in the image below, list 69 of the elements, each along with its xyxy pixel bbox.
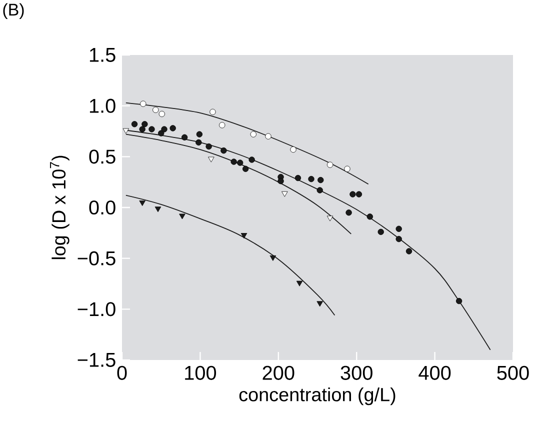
y-tick-label: 0.0 (89, 200, 116, 215)
point (220, 147, 227, 154)
point (219, 122, 226, 128)
point (237, 160, 244, 166)
point (265, 133, 272, 140)
point (140, 100, 146, 107)
point (316, 301, 323, 307)
point (344, 166, 350, 172)
point (308, 176, 314, 182)
point (230, 158, 237, 165)
x-tick-label: 100 (185, 366, 216, 380)
point (248, 156, 255, 163)
point (131, 121, 138, 128)
y-tick-label: 1.5 (90, 48, 116, 62)
point (148, 126, 155, 132)
point (378, 228, 384, 235)
point (161, 126, 168, 132)
point (158, 110, 165, 118)
point (242, 166, 249, 172)
point (296, 280, 303, 286)
x-tick-label: 300 (340, 366, 372, 380)
point (346, 209, 352, 216)
point (240, 233, 248, 239)
point (181, 134, 188, 140)
y-tick-label: −1.5 (78, 353, 116, 367)
point (278, 178, 284, 184)
point (270, 255, 276, 261)
point (154, 206, 162, 212)
point (196, 131, 203, 138)
point (142, 121, 148, 128)
point (294, 174, 302, 182)
y-tick-label: 0.5 (89, 150, 116, 164)
point (122, 128, 130, 134)
point (318, 176, 324, 184)
point (179, 214, 186, 220)
point (210, 108, 216, 116)
line-series (125, 194, 336, 316)
point (326, 162, 334, 168)
point (456, 298, 462, 304)
x-tick-label: 200 (262, 366, 294, 380)
point (250, 131, 256, 138)
point (396, 236, 402, 242)
point (356, 191, 362, 198)
point (196, 139, 202, 146)
point (366, 214, 373, 220)
line-series (125, 102, 369, 185)
point (316, 187, 323, 194)
x-axis-title: concentration (g/L) (239, 387, 396, 406)
point (350, 191, 356, 198)
y-axis-title: log (D x 10$^{7}$) (50, 156, 70, 260)
y-tick-label: −0.5 (78, 251, 116, 266)
point (139, 200, 146, 206)
chart-title: (B) (3, 3, 24, 19)
point (326, 216, 334, 222)
y-tick-label: −1.0 (78, 302, 116, 316)
y-tick-label: 1.0 (90, 98, 116, 113)
point (152, 106, 159, 113)
x-tick-label: 500 (497, 366, 529, 380)
point (282, 191, 288, 197)
point (158, 130, 164, 136)
point (396, 226, 402, 232)
x-tick-label: 400 (418, 366, 451, 380)
point (206, 143, 212, 150)
point (208, 156, 214, 162)
point (170, 125, 176, 132)
point (290, 146, 296, 153)
x-tick-label: 0 (117, 366, 127, 380)
point (139, 126, 146, 132)
point (406, 248, 412, 254)
